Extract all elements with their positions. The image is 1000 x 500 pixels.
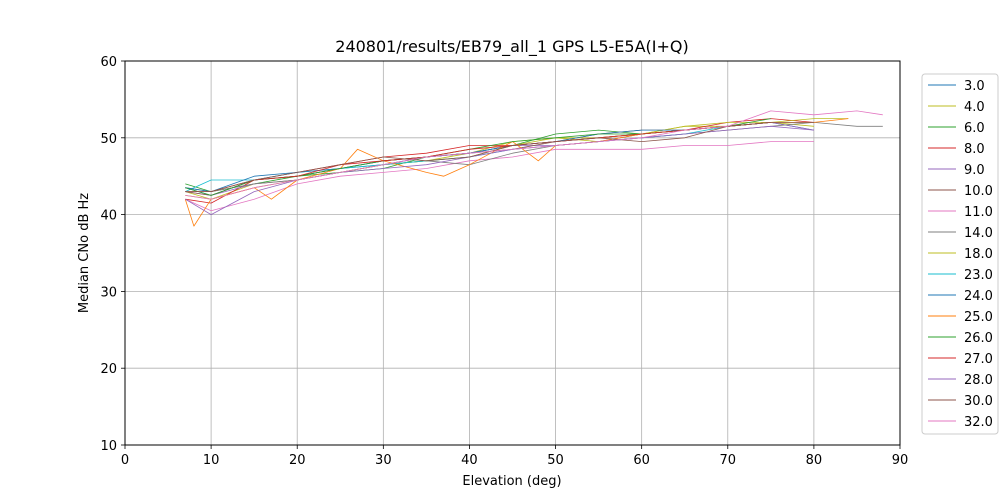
x-tick-label: 60 — [633, 453, 650, 468]
legend-label: 11.0 — [964, 205, 993, 220]
legend-label: 30.0 — [964, 394, 993, 409]
legend-label: 23.0 — [964, 268, 993, 283]
x-tick-label: 80 — [806, 453, 823, 468]
x-tick-label: 0 — [121, 453, 129, 468]
legend-label: 18.0 — [964, 247, 993, 262]
x-tick-label: 30 — [375, 453, 392, 468]
x-tick-label: 10 — [203, 453, 220, 468]
legend-label: 26.0 — [964, 331, 993, 346]
y-tick-label: 40 — [100, 209, 117, 224]
legend: 3.0 4.0 6.0 8.0 9.0 10.0 11.0 14.0 18.0 23.0 24.0 2… — [921, 73, 999, 435]
plot-frame — [124, 60, 901, 446]
legend-label: 8.0 — [964, 142, 985, 157]
grid — [124, 60, 901, 446]
legend-label: 28.0 — [964, 373, 993, 388]
y-tick-label: 20 — [100, 362, 117, 377]
x-tick-label: 70 — [720, 453, 737, 468]
x-tick-label: 50 — [547, 453, 564, 468]
series-layer — [184, 110, 883, 227]
series-line-4-0 — [185, 122, 814, 200]
x-tick-label: 90 — [892, 453, 909, 468]
y-tick-label: 60 — [100, 55, 117, 70]
legend-label: 10.0 — [964, 184, 993, 199]
series-line-24-0 — [185, 122, 771, 193]
series-line-23-0 — [185, 122, 771, 192]
y-ticks: 10 20 30 40 50 60 — [100, 55, 125, 454]
series-line-6-0 — [185, 122, 771, 193]
legend-label: 6.0 — [964, 121, 985, 136]
legend-box — [921, 73, 999, 435]
series-line-18-0 — [185, 118, 849, 200]
series-line-27-0 — [185, 122, 771, 193]
x-tick-label: 20 — [289, 453, 306, 468]
y-axis-title: Median CNo dB Hz — [77, 193, 92, 313]
legend-label: 4.0 — [964, 100, 985, 115]
chart-title: 240801/results/EB79_all_1 GPS L5-E5A(I+Q… — [335, 37, 688, 57]
legend-label: 3.0 — [964, 79, 985, 94]
series-line-25-0 — [184, 118, 849, 227]
x-ticks: 0 10 20 30 40 50 60 70 80 90 — [121, 445, 908, 468]
legend-label: 32.0 — [964, 415, 993, 430]
x-tick-label: 40 — [461, 453, 478, 468]
y-tick-label: 30 — [100, 285, 117, 300]
y-tick-label: 10 — [100, 439, 117, 454]
legend-label: 14.0 — [964, 226, 993, 241]
series-line-32-0 — [185, 110, 883, 200]
series-line-28-0 — [185, 125, 814, 216]
y-tick-label: 50 — [100, 132, 117, 147]
x-axis-title: Elevation (deg) — [462, 474, 561, 489]
series-line-14-0 — [185, 122, 883, 193]
legend-label: 9.0 — [964, 163, 985, 178]
legend-label: 27.0 — [964, 352, 993, 367]
legend-label: 25.0 — [964, 310, 993, 325]
legend-label: 24.0 — [964, 289, 993, 304]
